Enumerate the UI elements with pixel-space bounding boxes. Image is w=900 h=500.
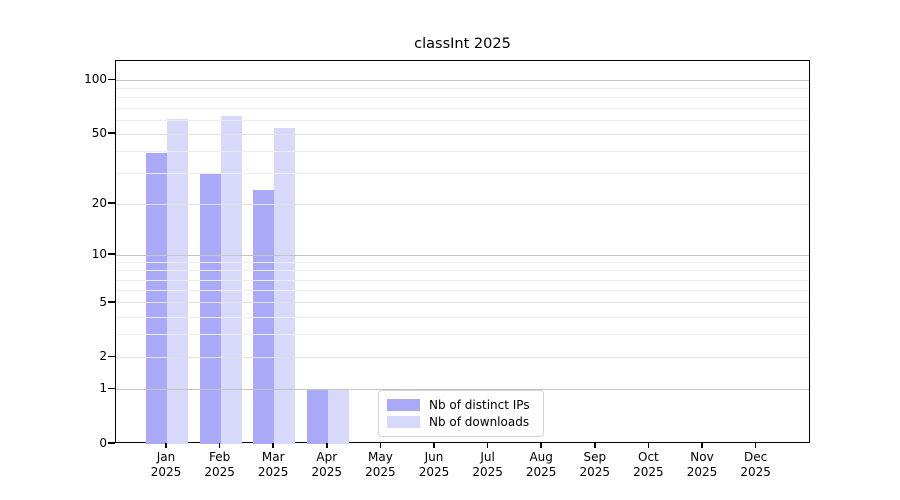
gridline [116,302,809,304]
bar [167,118,188,444]
gridline [116,270,809,272]
y-tick-label: 50 [91,126,107,141]
gridline [116,79,809,82]
gridline [116,316,809,318]
x-tick-mark [272,443,274,448]
x-tick-label: Nov 2025 [686,450,718,479]
x-tick-label: Jul 2025 [472,450,503,479]
gridline [116,290,809,292]
gridline [116,119,809,121]
x-tick-label: Oct 2025 [633,450,664,479]
bar [220,116,242,444]
x-tick-mark [165,443,167,448]
x-tick-mark [647,443,650,448]
x-tick-mark [486,443,489,448]
y-tick-mark [108,78,115,81]
x-tick-mark [594,443,596,448]
y-tick-mark [108,253,115,255]
y-tick-label: 1 [99,381,107,396]
legend-swatch-downloads-icon [387,416,420,428]
grid-layer [116,61,809,442]
x-tick-label: Feb 2025 [204,450,235,479]
gridline [116,133,809,135]
x-tick-mark [701,443,703,448]
bars-layer [116,61,809,444]
x-tick-mark [754,443,757,448]
gridline [116,88,809,90]
gridline [116,107,809,109]
y-tick-mark [108,132,115,134]
x-tick-label: May 2025 [365,450,396,479]
gridline [116,203,809,205]
x-tick-label: Dec 2025 [740,450,771,479]
x-tick-mark [433,443,435,448]
plot-area [115,60,810,444]
legend-label-downloads: Nb of downloads [429,415,530,429]
gridline [116,254,809,257]
y-tick-mark [108,301,115,303]
bar [327,389,349,444]
legend-row-downloads: Nb of downloads [387,415,535,429]
x-tick-mark [218,443,221,448]
y-tick-mark [108,202,115,204]
gridline [116,150,809,152]
chart-title: classInt 2025 [414,36,511,52]
x-tick-label: Apr 2025 [311,450,343,479]
x-tick-label: Sep 2025 [579,450,611,479]
x-tick-label: Mar 2025 [257,450,289,479]
bar [146,153,167,444]
gridline [116,97,809,99]
bar [199,173,221,444]
y-tick-label: 0 [99,436,107,450]
gridline [116,279,809,281]
gridline [116,334,809,336]
x-tick-mark [379,443,382,448]
legend-swatch-distinct-ips-icon [387,399,420,411]
y-tick-mark [108,442,115,444]
legend-label-distinct-ips: Nb of distinct IPs [429,398,530,412]
y-tick-label: 5 [99,294,107,309]
x-tick-label: Aug 2025 [525,450,557,479]
y-tick-mark [108,355,115,358]
bar [274,128,296,444]
x-tick-mark [326,443,328,448]
gridline [116,356,809,358]
bar [306,389,328,444]
y-tick-mark [108,387,115,390]
y-tick-label: 100 [84,72,107,87]
gridline [116,262,809,264]
x-tick-label: Jan 2025 [150,450,182,479]
x-tick-label: Jun 2025 [418,450,450,479]
y-tick-label: 10 [91,247,107,262]
y-tick-label: 20 [91,196,107,211]
legend-row-distinct-ips: Nb of distinct IPs [387,398,535,412]
y-tick-label: 2 [99,349,107,364]
bar [253,190,275,444]
x-tick-mark [540,443,542,448]
legend: Nb of distinct IPs Nb of downloads [378,390,544,437]
gridline [116,172,809,174]
